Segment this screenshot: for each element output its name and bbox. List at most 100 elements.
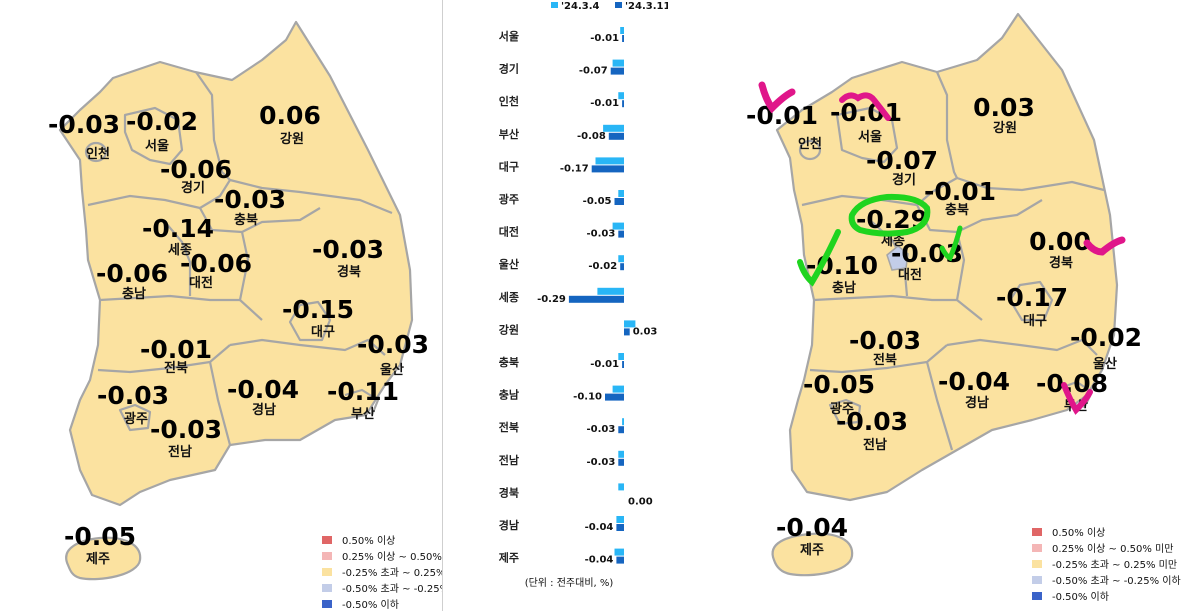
bar-1-3 xyxy=(608,132,624,140)
jeju-shape xyxy=(65,536,142,581)
bar-0-11 xyxy=(612,385,624,393)
legend-swatch-1 xyxy=(322,552,332,560)
bar-value-label-12: -0.03 xyxy=(586,424,615,435)
left-map-labels: -0.03인천-0.02서울-0.06경기0.06강원-0.03충북-0.14세… xyxy=(48,101,429,567)
bar-category-13: 전남 xyxy=(499,453,519,467)
bar-value-label-0: -0.01 xyxy=(590,33,619,44)
region-name-8: 대전 xyxy=(898,267,922,283)
region-name-0: 인천 xyxy=(798,136,822,152)
bar-value-label-8: -0.29 xyxy=(537,294,566,305)
region-value-4: -0.01 xyxy=(924,177,996,206)
bar-1-11 xyxy=(605,393,624,401)
region-value-15: -0.03 xyxy=(836,407,908,436)
bar-value-label-10: -0.01 xyxy=(590,359,619,370)
legend-label-2: -0.25% 초과 ~ 0.25% xyxy=(342,567,442,579)
bar-category-0: 서울 xyxy=(499,29,519,43)
pink-check-seoul xyxy=(839,92,891,121)
bar-1-12 xyxy=(618,426,624,434)
bar-0-7 xyxy=(618,255,624,263)
bar-value-label-14: 0.00 xyxy=(628,496,653,507)
region-value-7: -0.06 xyxy=(96,259,168,288)
bar-0-1 xyxy=(612,59,624,67)
region-value-10: -0.03 xyxy=(849,326,921,355)
border-gangwon-west-right xyxy=(935,71,958,179)
legend-label-1: 0.25% 이상 ~ 0.50% 미만 xyxy=(1052,543,1173,555)
bar-0-15 xyxy=(616,516,624,523)
right-map-panel: -0.01 인천 -0.01 서울 0.03 강원 -0.07 경기 -0.01 충북 -0.29 세… xyxy=(742,0,1193,611)
bar-value-label-11: -0.10 xyxy=(573,392,602,403)
bar-category-8: 세종 xyxy=(499,290,519,304)
region-name-15: 전남 xyxy=(863,437,887,453)
region-name-2: 강원 xyxy=(993,120,1017,136)
border-seoul xyxy=(123,106,184,166)
legend-swatch-0 xyxy=(1032,528,1042,536)
legend-label-0: 0.50% 이상 xyxy=(342,535,395,547)
region-value-5: -0.14 xyxy=(142,214,214,243)
bar-0-0 xyxy=(620,27,624,34)
incheon-island-shape xyxy=(84,141,108,163)
bar-value-label-13: -0.03 xyxy=(586,457,615,468)
bar-value-label-4: -0.17 xyxy=(560,163,589,174)
region-name-15: 전남 xyxy=(168,444,192,460)
legend-swatch-4 xyxy=(322,600,332,608)
mainland-shape xyxy=(58,20,414,507)
bar-value-label-15: -0.04 xyxy=(585,522,614,533)
region-name-5: 세종 xyxy=(168,243,192,258)
region-name-10: 전북 xyxy=(873,352,897,368)
region-value-3: 0.06 xyxy=(259,101,321,130)
region-name-2: 경기 xyxy=(181,180,205,196)
border-daegu xyxy=(288,300,332,342)
region-value-4: -0.03 xyxy=(214,185,286,214)
jeju-shape-right xyxy=(771,532,854,577)
region-name-3: 경기 xyxy=(892,172,916,188)
border-gyeonggi-south xyxy=(87,178,393,215)
bar-category-2: 인천 xyxy=(499,94,519,108)
region-value-12: -0.03 xyxy=(97,381,169,410)
border-gwangju-right xyxy=(828,398,862,426)
pink-check-busan xyxy=(1061,382,1093,415)
green-circle-sejong xyxy=(848,193,931,237)
legend-label-4: -0.50% 이하 xyxy=(342,598,399,611)
legend-swatch-1 xyxy=(1032,544,1042,552)
legend-swatch-2 xyxy=(1032,560,1042,568)
region-name-12: 광주 xyxy=(124,412,148,427)
border-gyeongnam xyxy=(229,338,386,356)
left-map-legend: 0.50% 이상 0.25% 이상 ~ 0.50% -0.25% 초과 ~ 0.25… xyxy=(322,535,442,611)
pink-check-incheon xyxy=(758,81,796,114)
bar-category-5: 광주 xyxy=(499,193,519,206)
region-value-9: -0.17 xyxy=(996,283,1068,312)
bar-category-16: 제주 xyxy=(499,551,519,565)
border-gwangju xyxy=(118,403,152,432)
bar-category-12: 전북 xyxy=(499,420,519,434)
bar-value-label-7: -0.02 xyxy=(588,261,617,272)
region-name-16: 제주 xyxy=(86,552,110,567)
border-jeonbuk-south xyxy=(97,344,231,374)
bar-chart: '24.3.4 '24.3.11 서울 -0.01 경기 -0.07 인천 -0.01 부산 -0… xyxy=(499,1,668,589)
region-name-11: 울산 xyxy=(380,362,404,378)
right-map-legend: 0.50% 이상 0.25% 이상 ~ 0.50% 미만 -0.25% 초과 ~ 0… xyxy=(1032,527,1181,603)
region-value-0: -0.01 xyxy=(746,101,818,130)
unit-note: (단위 : 전주대비, %) xyxy=(525,576,614,589)
region-name-1: 서울 xyxy=(145,138,169,154)
bar-1-9 xyxy=(624,328,630,336)
green-check-chungnam xyxy=(797,229,841,287)
bar-1-5 xyxy=(614,198,624,205)
region-name-14: 부산 xyxy=(351,406,375,422)
border-jeonbuk-south-right xyxy=(809,344,948,374)
region-name-5: 세종 xyxy=(881,234,905,249)
bar-1-15 xyxy=(616,524,624,531)
border-chungbuk-right xyxy=(916,204,983,321)
region-name-6: 대전 xyxy=(189,275,213,291)
legend-label-0: 0.50% 이상 xyxy=(1052,527,1105,539)
pink-check-gyeongbuk xyxy=(1083,236,1126,256)
legend-label-2: -0.25% 초과 ~ 0.25% 미만 xyxy=(1052,559,1177,571)
region-value-16: -0.04 xyxy=(776,513,848,542)
region-value-14: -0.08 xyxy=(1036,369,1108,398)
bar-0-12 xyxy=(622,418,624,426)
region-value-9: -0.15 xyxy=(282,295,354,324)
bar-0-16 xyxy=(614,548,624,556)
legend-label-4: -0.50% 이하 xyxy=(1052,590,1109,603)
bar-value-label-9: 0.03 xyxy=(633,326,658,337)
border-seoul-right xyxy=(835,106,899,164)
region-value-8: -0.03 xyxy=(312,235,384,264)
